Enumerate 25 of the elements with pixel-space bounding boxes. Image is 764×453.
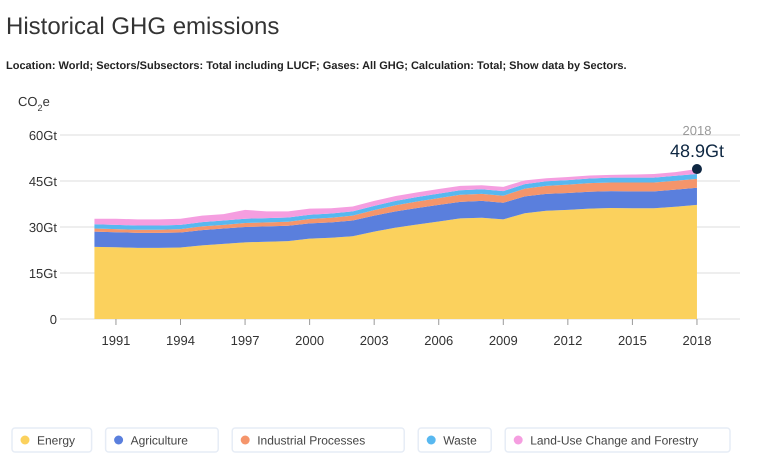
y-tick-label: 45Gt	[28, 174, 58, 189]
legend-label: Energy	[37, 434, 76, 448]
x-tick-label: 2000	[295, 333, 324, 348]
legend-label: Waste	[443, 434, 478, 448]
y-tick-label: 60Gt	[28, 128, 58, 143]
annotation: 48.9Gt	[670, 141, 724, 162]
x-tick-label: 1994	[166, 333, 195, 348]
x-tick-label: 2003	[360, 333, 389, 348]
x-tick-label: 2012	[553, 333, 582, 348]
y-tick-label: 15Gt	[28, 266, 58, 281]
x-tick-label: 2018	[682, 333, 712, 348]
x-tick-label: 1991	[101, 333, 130, 348]
legend-label: Agriculture	[130, 434, 188, 448]
x-tick-label: 1997	[230, 333, 260, 348]
x-tick-label: 2015	[618, 333, 647, 348]
x-tick-label: 2006	[424, 333, 454, 348]
chart-title: Historical GHG emissions	[6, 13, 280, 40]
y-axis-title: CO$_{2}$e	[18, 94, 50, 113]
y-tick-label: 30Gt	[28, 220, 58, 235]
legend-label: Land-Use Change and Forestry	[530, 434, 698, 448]
legend-label: Industrial Processes	[257, 434, 366, 448]
chart-subtitle: Location: World; Sectors/Subsectors: Total including LUCF; Gases: All GHG; Calculation: Total; Show data by Sectors.	[6, 60, 627, 72]
annotation: 2018	[682, 123, 712, 138]
x-tick-label: 2009	[488, 333, 518, 348]
y-tick-label: 0	[50, 312, 57, 327]
